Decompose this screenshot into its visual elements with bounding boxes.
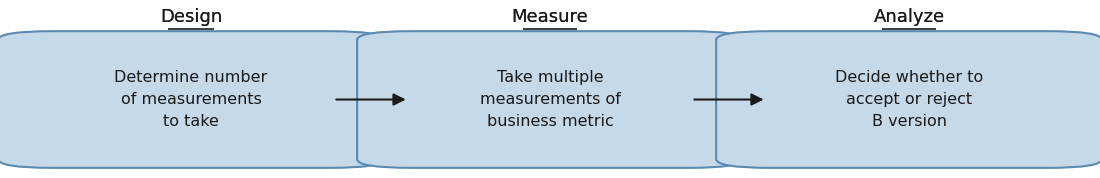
FancyBboxPatch shape (0, 31, 384, 168)
Text: Design: Design (160, 8, 222, 26)
Text: Measure: Measure (512, 8, 588, 26)
Text: Design: Design (160, 8, 222, 26)
FancyBboxPatch shape (716, 31, 1100, 168)
Text: Measure: Measure (512, 8, 588, 26)
Text: Take multiple
measurements of
business metric: Take multiple measurements of business m… (480, 70, 620, 129)
Text: Determine number
of measurements
to take: Determine number of measurements to take (114, 70, 267, 129)
FancyBboxPatch shape (358, 31, 742, 168)
Text: Analyze: Analyze (873, 8, 945, 26)
Text: Decide whether to
accept or reject
B version: Decide whether to accept or reject B ver… (835, 70, 983, 129)
Text: Analyze: Analyze (873, 8, 945, 26)
